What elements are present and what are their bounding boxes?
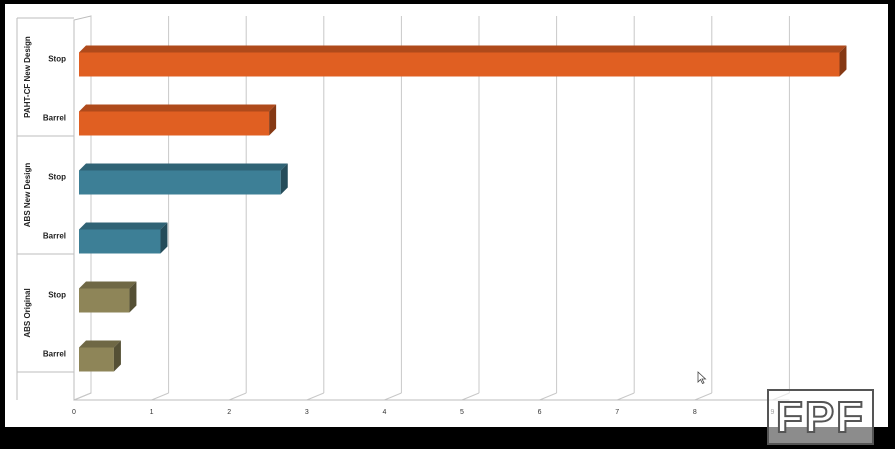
group-label: ABS Original (23, 288, 32, 337)
floor-gridline (384, 392, 402, 401)
fpf-logo: FPF (767, 389, 874, 445)
x-tick-label: 7 (615, 409, 619, 416)
bar (79, 52, 840, 77)
x-tick-label: 5 (460, 409, 464, 416)
bar (79, 347, 114, 372)
category-label: Barrel (43, 114, 66, 123)
bar-top (79, 104, 277, 112)
bar-top (79, 340, 121, 348)
category-label: Barrel (43, 232, 66, 241)
bar-end (269, 104, 277, 136)
x-tick-label: 4 (382, 409, 386, 416)
category-label: Stop (48, 55, 66, 64)
floor-gridline (151, 392, 169, 401)
x-tick-label: 8 (693, 409, 697, 416)
bar (79, 170, 281, 195)
floor-gridline (617, 392, 635, 401)
category-label: Stop (48, 173, 66, 182)
bar-end (280, 163, 288, 195)
bar (79, 229, 161, 254)
bar-top (79, 222, 168, 230)
logo-text: FPF (775, 392, 866, 443)
bar-top (79, 281, 137, 289)
bar-end (839, 45, 847, 77)
group-label: ABS New Design (23, 163, 32, 228)
category-label: Barrel (43, 350, 66, 359)
x-tick-label: 2 (227, 409, 231, 416)
category-label: Stop (48, 291, 66, 300)
mouse-pointer-icon (697, 371, 707, 385)
bar (79, 111, 270, 136)
bar-top (79, 45, 847, 53)
bar (79, 288, 130, 313)
group-label: PAHT-CF New Design (23, 36, 32, 118)
floor-gridline (539, 392, 557, 401)
floor-gridline (229, 392, 247, 401)
bar-end (113, 340, 121, 372)
x-tick-label: 6 (538, 409, 542, 416)
floor-gridline (73, 392, 92, 401)
x-tick-label: 3 (305, 409, 309, 416)
floor-gridline (694, 392, 712, 401)
x-tick-label: 0 (72, 409, 76, 416)
floor-gridline (461, 392, 480, 401)
x-tick-label: 1 (150, 409, 154, 416)
bar-end (160, 222, 168, 254)
bar-end (129, 281, 137, 313)
floor-gridline (306, 392, 324, 401)
bar-top (79, 163, 288, 171)
